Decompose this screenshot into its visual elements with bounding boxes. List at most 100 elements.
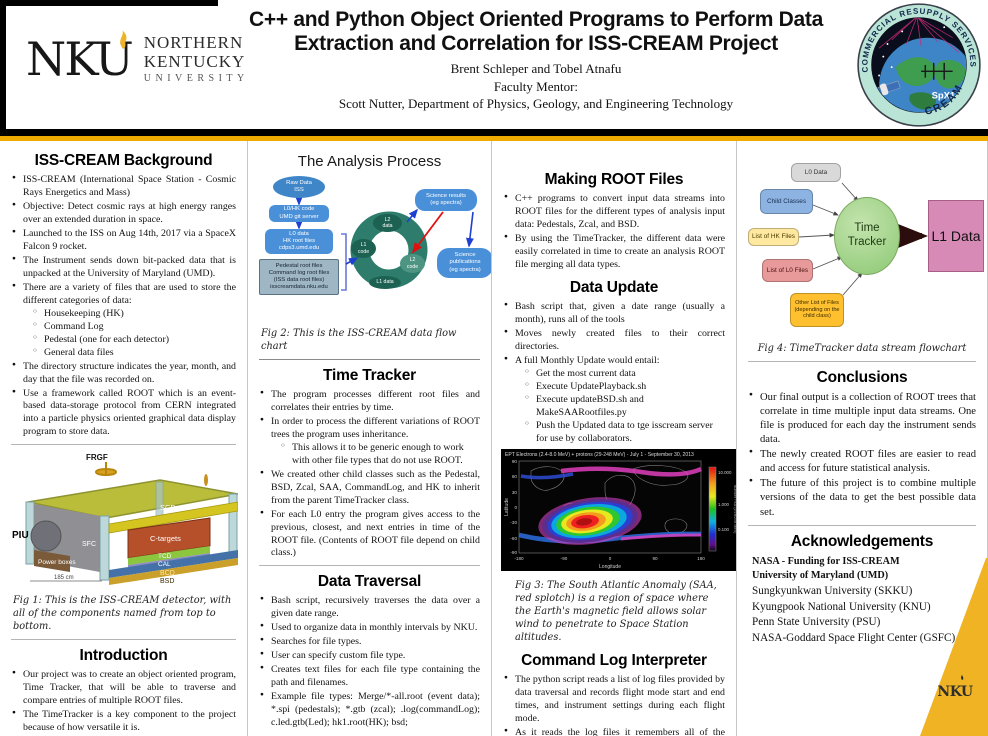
svg-text:90: 90 bbox=[652, 556, 658, 561]
patch-iss bbox=[921, 62, 953, 80]
bullet-item: Example file types: Merge/*-all.root (ev… bbox=[260, 691, 480, 730]
fig1-label-tcd: TCD bbox=[158, 553, 172, 560]
acknowledgements-list: NASA - Funding for ISS-CREAM University o… bbox=[746, 555, 978, 648]
nku-logo-mark: NKU bbox=[26, 30, 134, 87]
bullet-item: NASA-Goddard Space Flight Center (GSFC) bbox=[752, 632, 956, 645]
nku-logo: NKU NORTHERN KENTUCKY UNIVERSITY bbox=[26, 30, 249, 87]
svg-text:-180: -180 bbox=[514, 556, 524, 561]
fig1-label-piu: PIU bbox=[12, 530, 29, 541]
section-heading-command-log: Command Log Interpreter bbox=[521, 652, 707, 670]
background-bullets: ISS-CREAM (International Space Station -… bbox=[9, 174, 238, 439]
bullet-item: Sungkyunkwan University (SKKU) bbox=[752, 584, 913, 597]
bullet-item: There are a variety of files that are us… bbox=[12, 282, 236, 360]
poster-body: ISS-CREAM Background ISS-CREAM (Internat… bbox=[0, 141, 988, 736]
bullet-item: Used to organize data in monthly interva… bbox=[260, 622, 480, 635]
section-heading-acknowledgements: Acknowledgements bbox=[790, 532, 934, 550]
header-divider-gold bbox=[0, 136, 988, 141]
svg-text:-90: -90 bbox=[561, 556, 568, 561]
fig2-node-l1-data: L1 data bbox=[369, 276, 401, 289]
mentor-label: Faculty Mentor: bbox=[493, 79, 579, 95]
conclusions-bullets: Our final output is a collection of ROOT… bbox=[746, 391, 978, 520]
separator bbox=[11, 444, 236, 446]
section-heading-introduction: Introduction bbox=[79, 647, 168, 665]
top-edge-bar bbox=[0, 0, 218, 6]
fig2-node-science-publications: Science publications (eg spectra) bbox=[437, 248, 491, 278]
fig1-label-scd: SCD bbox=[160, 503, 176, 512]
svg-text:-30: -30 bbox=[510, 520, 517, 525]
fig4-node-hk-files: List of HK Files bbox=[748, 228, 799, 246]
fig4-node-l1-data: L1 Data bbox=[928, 200, 984, 272]
sub-bullet-item: Pedestal (one for each detector) bbox=[33, 334, 236, 347]
fig3-colorbar bbox=[708, 467, 717, 552]
fig3-saa-map: EPT Electrons (2.4-8.0 MeV) + protons (2… bbox=[501, 449, 736, 576]
bullet-item: In order to process the different variat… bbox=[260, 416, 480, 468]
separator bbox=[748, 524, 976, 526]
svg-text:60: 60 bbox=[512, 474, 518, 479]
header-divider-black bbox=[0, 129, 988, 136]
mentor-name: Scott Nutter, Department of Physics, Geo… bbox=[338, 96, 734, 112]
separator bbox=[259, 358, 480, 360]
fig4-node-l0-files: List of L0 Files bbox=[762, 259, 813, 282]
fig4-node-child-classes: Child Classes bbox=[760, 189, 813, 214]
header: NKU NORTHERN KENTUCKY UNIVERSITY C++ and… bbox=[0, 0, 988, 141]
fig2-node-l2-data: L2 data bbox=[373, 214, 402, 232]
fig2-caption: Fig 2: This is the ISS-CREAM data flow c… bbox=[261, 328, 457, 352]
poster-title: C++ and Python Object Oriented Programs … bbox=[249, 8, 823, 56]
fig1-label-ctargets: C-targets bbox=[150, 534, 181, 543]
fig2-node-l0-data: L0 data HK root files cdps3.umd.edu bbox=[265, 229, 333, 254]
command-log-bullets: The python script reads a list of log fi… bbox=[501, 674, 727, 736]
column-2: The Analysis Process bbox=[247, 141, 491, 736]
fig2-node-l2-code: L2 code bbox=[400, 254, 425, 273]
bullet-item: NASA - Funding for ISS-CREAM bbox=[752, 555, 900, 567]
bullet-item: The directory structure indicates the ye… bbox=[12, 361, 236, 387]
section-heading-time-tracker: Time Tracker bbox=[323, 366, 416, 384]
bullet-item: Use a framework called ROOT which is an … bbox=[12, 388, 236, 440]
bullet-item: C++ programs to convert input data strea… bbox=[504, 193, 725, 232]
fig3-ylabel: Latitude bbox=[504, 498, 510, 516]
fig4-node-l0-data: L0 Data bbox=[791, 163, 841, 182]
svg-text:90: 90 bbox=[512, 459, 518, 464]
bullet-item: Launched to the ISS on Aug 14th, 2017 vi… bbox=[12, 228, 236, 254]
flame-icon bbox=[120, 30, 127, 50]
fig3-title: EPT Electrons (2.4-8.0 MeV) + protons (2… bbox=[505, 452, 694, 458]
bullet-item: The TimeTracker is a key component to th… bbox=[12, 709, 236, 735]
bullet-item: As it reads the log files it remembers a… bbox=[504, 727, 725, 736]
separator bbox=[259, 565, 480, 567]
sub-bullet-item: Execute UpdatePlayback.sh bbox=[525, 381, 725, 394]
sub-bullet-item: Execute updateBSD.sh and MakeSAARootfile… bbox=[525, 394, 725, 420]
bullet-item: Kyungpook National University (KNU) bbox=[752, 600, 931, 613]
bullet-item: We created other child classes such as t… bbox=[260, 469, 480, 508]
title-block: C++ and Python Object Oriented Programs … bbox=[236, 8, 836, 112]
bullet-item: Moves newly created files to their corre… bbox=[504, 328, 725, 354]
bullet-item: Objective: Detect cosmic rays at high en… bbox=[12, 201, 236, 227]
patch-mission-text: SpX12 bbox=[932, 91, 961, 102]
fig3-caption: Fig 3: The South Atlantic Anomaly (SAA, … bbox=[515, 580, 717, 644]
svg-text:30: 30 bbox=[512, 490, 518, 495]
fig1-label-frgf: FRGF bbox=[86, 453, 108, 462]
bullet-item: The python script reads a list of log fi… bbox=[504, 674, 725, 726]
separator bbox=[11, 639, 236, 641]
section-heading-data-traversal: Data Traversal bbox=[317, 573, 422, 591]
fig3-saa-blob bbox=[538, 497, 642, 546]
fig3-xlabel: Longitude bbox=[599, 564, 621, 570]
bullet-item: A full Monthly Update would entail:Get t… bbox=[504, 355, 725, 446]
column-1: ISS-CREAM Background ISS-CREAM (Internat… bbox=[0, 141, 247, 736]
svg-text:1.000: 1.000 bbox=[718, 502, 730, 507]
fig4-node-time-tracker: Time Tracker bbox=[834, 197, 900, 275]
fig2-node-science-results: Science results (eg spectra) bbox=[415, 189, 477, 211]
separator bbox=[748, 360, 976, 362]
svg-text:10.000: 10.000 bbox=[718, 470, 732, 475]
bullet-item: University of Maryland (UMD) bbox=[752, 570, 889, 582]
wordmark-line2: KENTUCKY bbox=[143, 51, 246, 71]
introduction-bullets: Our project was to create an object orie… bbox=[9, 669, 238, 736]
sub-bullet-item: General data files bbox=[33, 347, 236, 360]
fig2-title: The Analysis Process bbox=[297, 153, 442, 170]
sub-bullet-item: Push the Updated data to tge isscream se… bbox=[525, 420, 725, 446]
data-traversal-bullets: Bash script, recursively traverses the d… bbox=[257, 595, 482, 730]
svg-text:0.100: 0.100 bbox=[718, 527, 730, 532]
fig4-node-other-files: Other List of Files (depending on the ch… bbox=[790, 293, 844, 327]
wordmark-line1: NORTHERN bbox=[143, 33, 244, 52]
making-root-bullets: C++ programs to convert input data strea… bbox=[501, 193, 727, 272]
bullet-item: By using the TimeTracker, the different … bbox=[504, 233, 725, 272]
fig1-label-cal: CAL bbox=[158, 561, 171, 568]
